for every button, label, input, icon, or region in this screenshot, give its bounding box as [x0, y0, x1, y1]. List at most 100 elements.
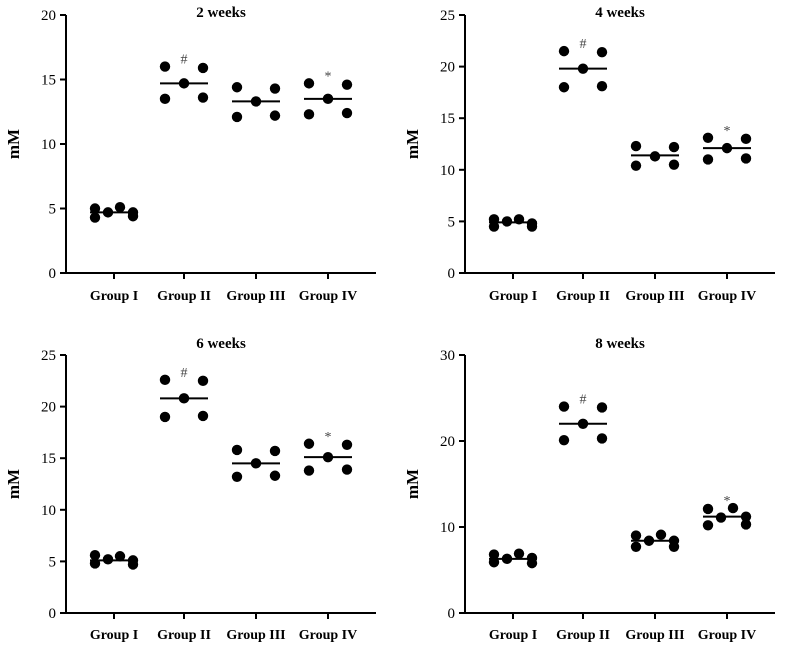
- y-tick-label: 0: [49, 606, 57, 622]
- x-tick-label: Group III: [625, 289, 684, 304]
- data-point: [702, 154, 714, 165]
- data-point: [89, 550, 101, 561]
- x-tick-label: Group II: [157, 289, 211, 304]
- data-point: [178, 78, 190, 89]
- data-point: [269, 110, 281, 121]
- data-point: [341, 107, 353, 119]
- data-point: [740, 511, 752, 522]
- data-point: [322, 451, 334, 463]
- x-tick-label: Group I: [90, 628, 138, 643]
- data-point: [596, 81, 608, 92]
- y-tick-label: 5: [49, 554, 57, 570]
- y-tick-label: 20: [440, 60, 455, 76]
- data-point: [740, 133, 752, 145]
- data-point: [513, 214, 525, 225]
- y-tick-label: 10: [41, 503, 56, 519]
- data-point: [668, 141, 680, 153]
- data-point: [102, 554, 114, 565]
- chart-panel-3: 6 weeks mM 0 5 10 15 20 25 Group I Group II # Group…: [4, 336, 376, 643]
- data-point: [250, 458, 262, 469]
- y-tick-label: 5: [49, 202, 57, 218]
- data-point: [596, 46, 608, 58]
- significance-marker: #: [181, 53, 188, 68]
- data-point: [197, 62, 209, 74]
- data-point: [488, 214, 500, 225]
- data-point: [668, 159, 680, 170]
- significance-marker: *: [325, 430, 332, 445]
- data-point: [649, 151, 661, 162]
- data-point: [596, 433, 608, 444]
- y-tick-label: 15: [41, 451, 56, 467]
- data-point: [513, 548, 525, 559]
- x-tick-label: Group IV: [698, 628, 756, 643]
- y-tick-label: 10: [440, 520, 455, 536]
- data-point: [501, 553, 513, 565]
- x-tick-label: Group I: [489, 628, 537, 643]
- x-tick-label: Group III: [226, 628, 285, 643]
- chart-title: 8 weeks: [595, 336, 645, 352]
- data-point: [303, 109, 315, 120]
- data-point: [197, 92, 209, 103]
- x-tick-label: Group I: [90, 289, 138, 304]
- data-point: [250, 96, 262, 107]
- chart-title: 4 weeks: [595, 5, 645, 21]
- data-point: [558, 45, 570, 57]
- data-point: [127, 207, 139, 218]
- y-tick-label: 25: [440, 8, 455, 24]
- significance-marker: #: [580, 393, 587, 408]
- y-tick-label: 10: [440, 163, 455, 179]
- significance-marker: #: [580, 37, 587, 52]
- data-point: [159, 93, 171, 105]
- significance-marker: *: [724, 494, 731, 509]
- chart-panel-1: 2 weeks mM 0 5 10 15 20 Group I Group II # Group I…: [4, 5, 376, 304]
- data-point: [702, 503, 714, 515]
- data-point: [159, 374, 171, 385]
- x-tick-label: Group IV: [299, 289, 357, 304]
- data-point: [488, 549, 500, 560]
- data-point: [577, 418, 589, 429]
- data-point: [89, 203, 101, 214]
- data-point: [231, 471, 243, 482]
- x-tick-label: Group III: [625, 628, 684, 643]
- data-point: [501, 216, 513, 227]
- data-point: [740, 153, 752, 164]
- significance-marker: #: [181, 366, 188, 381]
- data-point: [303, 465, 315, 476]
- data-point: [341, 464, 353, 475]
- data-point: [269, 470, 281, 481]
- y-axis-label: mM: [4, 469, 23, 499]
- data-point: [715, 512, 727, 523]
- significance-marker: *: [724, 124, 731, 139]
- data-point: [526, 552, 538, 564]
- data-point: [89, 212, 101, 223]
- data-point: [727, 502, 739, 514]
- y-tick-label: 20: [41, 400, 56, 416]
- data-point: [630, 541, 642, 552]
- data-point: [269, 445, 281, 457]
- x-tick-label: Group I: [489, 289, 537, 304]
- y-tick-label: 20: [440, 434, 455, 450]
- data-point: [341, 439, 353, 450]
- data-point: [127, 555, 139, 566]
- data-point: [178, 393, 190, 404]
- x-tick-label: Group II: [556, 628, 610, 643]
- x-tick-label: Group IV: [299, 628, 357, 643]
- data-point: [655, 529, 667, 540]
- data-point: [231, 111, 243, 123]
- y-axis-label: mM: [4, 129, 23, 159]
- data-point: [322, 93, 334, 105]
- x-tick-label: Group II: [157, 628, 211, 643]
- data-point: [231, 82, 243, 93]
- data-point: [114, 202, 126, 213]
- data-point: [197, 375, 209, 386]
- data-point: [341, 79, 353, 90]
- y-tick-label: 0: [49, 266, 57, 282]
- chart-panel-4: 8 weeks mM 0 10 20 30 Group I Group II # Group II…: [403, 336, 775, 643]
- data-point: [630, 530, 642, 541]
- data-point: [702, 520, 714, 531]
- y-tick-label: 20: [41, 8, 56, 24]
- data-point: [231, 444, 243, 456]
- data-point: [269, 83, 281, 94]
- data-point: [630, 140, 642, 152]
